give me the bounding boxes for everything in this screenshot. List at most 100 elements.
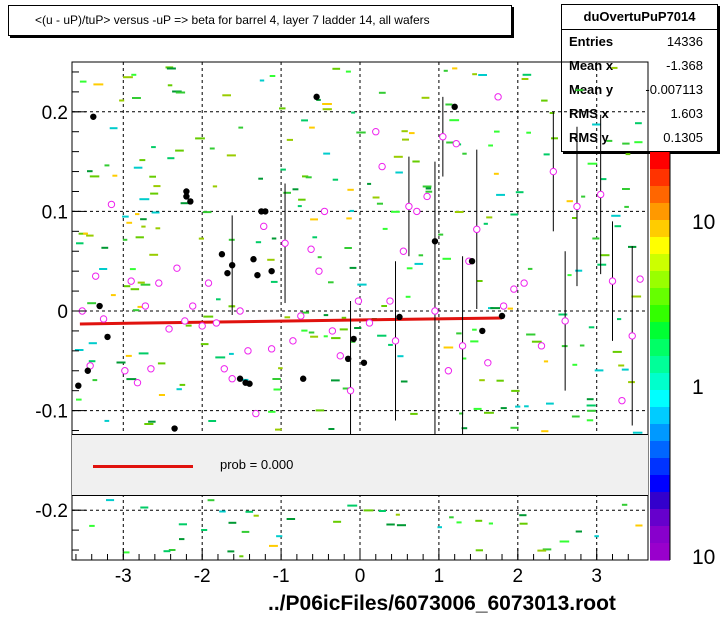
data-point-profile xyxy=(537,342,546,350)
y-tick-label: 0.1 xyxy=(42,202,68,223)
x-tick-label: -1 xyxy=(273,566,290,587)
stats-name: duOvertuPuP7014 xyxy=(562,5,717,30)
background-stroke xyxy=(618,364,625,367)
data-point-profile xyxy=(107,200,116,209)
colorbar-segment xyxy=(650,237,670,255)
data-point-profile xyxy=(636,275,644,283)
data-point-profile xyxy=(99,315,108,323)
background-stroke xyxy=(135,213,140,216)
background-stroke xyxy=(542,548,552,551)
background-stroke xyxy=(216,298,221,301)
background-stroke xyxy=(92,379,98,382)
data-point-sparse xyxy=(254,271,261,279)
background-stroke xyxy=(101,246,109,249)
background-stroke xyxy=(475,549,483,552)
background-stroke xyxy=(617,318,622,321)
background-stroke xyxy=(165,66,174,69)
background-stroke xyxy=(490,307,500,310)
background-stroke xyxy=(272,378,281,380)
data-point-profile xyxy=(133,379,142,387)
background-stroke xyxy=(462,357,467,360)
background-stroke xyxy=(521,78,529,80)
colorbar-segment xyxy=(650,220,670,238)
background-stroke xyxy=(175,149,184,152)
background-stroke xyxy=(401,130,408,133)
background-stroke xyxy=(524,405,529,408)
background-stroke xyxy=(270,280,278,283)
background-stroke xyxy=(567,274,572,277)
data-point-sparse xyxy=(224,269,231,277)
data-point-profile xyxy=(510,285,518,293)
background-stroke xyxy=(271,237,277,240)
colorbar-segment xyxy=(650,203,670,221)
background-stroke xyxy=(478,74,487,76)
data-point-profile xyxy=(236,307,244,315)
background-stroke xyxy=(137,305,146,308)
data-point-profile xyxy=(561,317,569,325)
data-point-profile xyxy=(354,297,363,305)
data-point-profile xyxy=(155,279,163,287)
background-stroke xyxy=(309,126,315,129)
background-stroke xyxy=(109,127,118,130)
data-point-sparse xyxy=(498,312,506,320)
background-stroke xyxy=(130,288,140,291)
data-point-sparse xyxy=(360,359,368,366)
background-stroke xyxy=(140,283,151,286)
background-stroke xyxy=(209,147,215,150)
background-stroke xyxy=(175,91,186,94)
background-stroke xyxy=(149,175,156,178)
background-stroke xyxy=(168,549,176,551)
background-stroke xyxy=(273,388,281,391)
background-stroke xyxy=(255,241,262,244)
stats-row-rms-y: RMS y 0.1305 xyxy=(562,126,717,150)
background-stroke xyxy=(316,98,321,101)
stats-rms-y-label: RMS y xyxy=(569,130,609,145)
data-point-profile xyxy=(399,247,408,255)
background-stroke xyxy=(493,172,499,175)
background-stroke xyxy=(212,185,218,188)
background-stroke xyxy=(140,218,147,221)
data-point-sparse xyxy=(75,382,82,389)
background-stroke xyxy=(472,328,477,331)
data-point-profile xyxy=(289,337,297,345)
background-stroke xyxy=(79,80,87,83)
background-stroke xyxy=(178,523,187,526)
background-stroke xyxy=(275,428,282,431)
background-stroke xyxy=(446,141,455,144)
x-tick-label: 1 xyxy=(434,566,445,587)
data-point-profile xyxy=(452,139,460,148)
background-stroke xyxy=(267,258,275,261)
background-stroke xyxy=(409,132,415,135)
background-stroke xyxy=(339,328,348,331)
background-stroke xyxy=(228,305,235,308)
background-stroke xyxy=(153,185,161,188)
data-point-profile xyxy=(499,302,508,310)
stats-rms-x-value: 1.603 xyxy=(670,106,703,121)
background-stroke xyxy=(76,398,82,401)
background-stroke xyxy=(305,176,312,179)
data-point-profile xyxy=(91,272,100,280)
background-stroke xyxy=(581,195,586,198)
background-stroke xyxy=(268,410,276,413)
data-point-sparse xyxy=(183,188,190,195)
data-point-profile xyxy=(618,396,626,405)
stats-rms-x-label: RMS x xyxy=(569,106,609,121)
background-stroke xyxy=(333,520,342,523)
data-point-profile xyxy=(328,327,337,335)
background-stroke xyxy=(93,83,104,86)
background-stroke xyxy=(200,343,209,346)
y-tick-label: 0 xyxy=(57,302,68,323)
background-stroke xyxy=(572,363,578,366)
data-point-profile xyxy=(378,162,386,171)
background-stroke xyxy=(356,131,366,134)
data-point-profile xyxy=(473,225,481,234)
background-stroke xyxy=(284,316,291,319)
background-stroke xyxy=(395,513,400,516)
background-stroke xyxy=(328,281,334,284)
background-stroke xyxy=(104,419,110,422)
background-stroke xyxy=(477,280,483,282)
background-stroke xyxy=(150,192,159,195)
data-point-profile xyxy=(549,167,558,176)
background-stroke xyxy=(587,162,598,165)
background-stroke xyxy=(323,152,331,155)
